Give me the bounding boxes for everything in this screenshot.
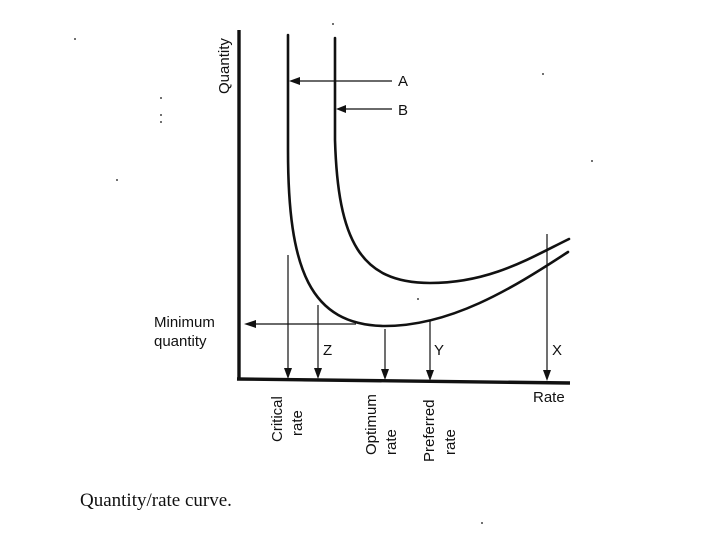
critical-rate-drop [284,255,292,379]
preferred-rate-label-line1: Preferred [421,399,438,462]
label-y: Y [434,342,444,359]
x-axis-label: Rate [533,389,565,406]
minimum-quantity-label-line2: quantity [154,333,207,350]
optimum-rate-label-line2: rate [383,429,400,455]
label-b: B [398,102,408,119]
axes [236,30,571,385]
x-axis [236,377,571,385]
pointer-a [289,77,392,85]
y-axis-label: Quantity [216,38,233,94]
optimum-rate-drop [381,329,389,380]
preferred-rate-drop [426,320,434,381]
optimum-rate-label-line1: Optimum [363,394,380,455]
critical-rate-label-line1: Critical [269,396,286,442]
minimum-quantity-label-line1: Minimum [154,314,215,331]
figure-caption: Quantity/rate curve. [80,490,232,511]
preferred-rate-label-line2: rate [442,429,459,455]
pointer-b [336,105,392,113]
x-drop [543,234,551,381]
label-a: A [398,73,408,90]
label-z: Z [323,342,332,359]
critical-rate-label-line2: rate [289,410,306,436]
label-x: X [552,342,562,359]
z-drop [314,305,322,379]
curve-b [333,36,571,285]
minimum-quantity-pointer [244,320,356,328]
curve-a [286,33,570,328]
scan-specks [74,23,593,524]
